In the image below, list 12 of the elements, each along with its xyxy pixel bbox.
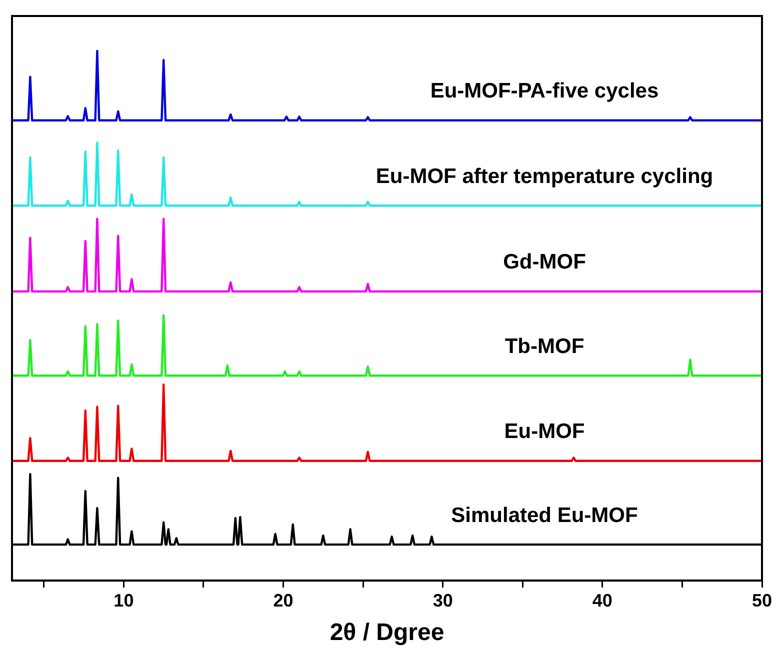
- series-label: Eu-MOF-PA-five cycles: [430, 80, 659, 103]
- series-label: Gd-MOF: [503, 250, 586, 274]
- series-label: Eu-MOF after temperature cycling: [376, 164, 714, 188]
- series-label: Tb-MOF: [504, 334, 584, 358]
- series-label: Simulated Eu-MOF: [451, 504, 638, 527]
- x-axis-title: 2θ / Dgree: [330, 619, 444, 646]
- x-tick-label: 20: [273, 590, 294, 610]
- x-tick-label: 30: [432, 590, 453, 610]
- x-tick-label: 40: [592, 590, 612, 610]
- series-label: Eu-MOF: [504, 420, 585, 444]
- x-tick-label: 10: [114, 590, 134, 610]
- x-tick-label: 50: [752, 590, 772, 610]
